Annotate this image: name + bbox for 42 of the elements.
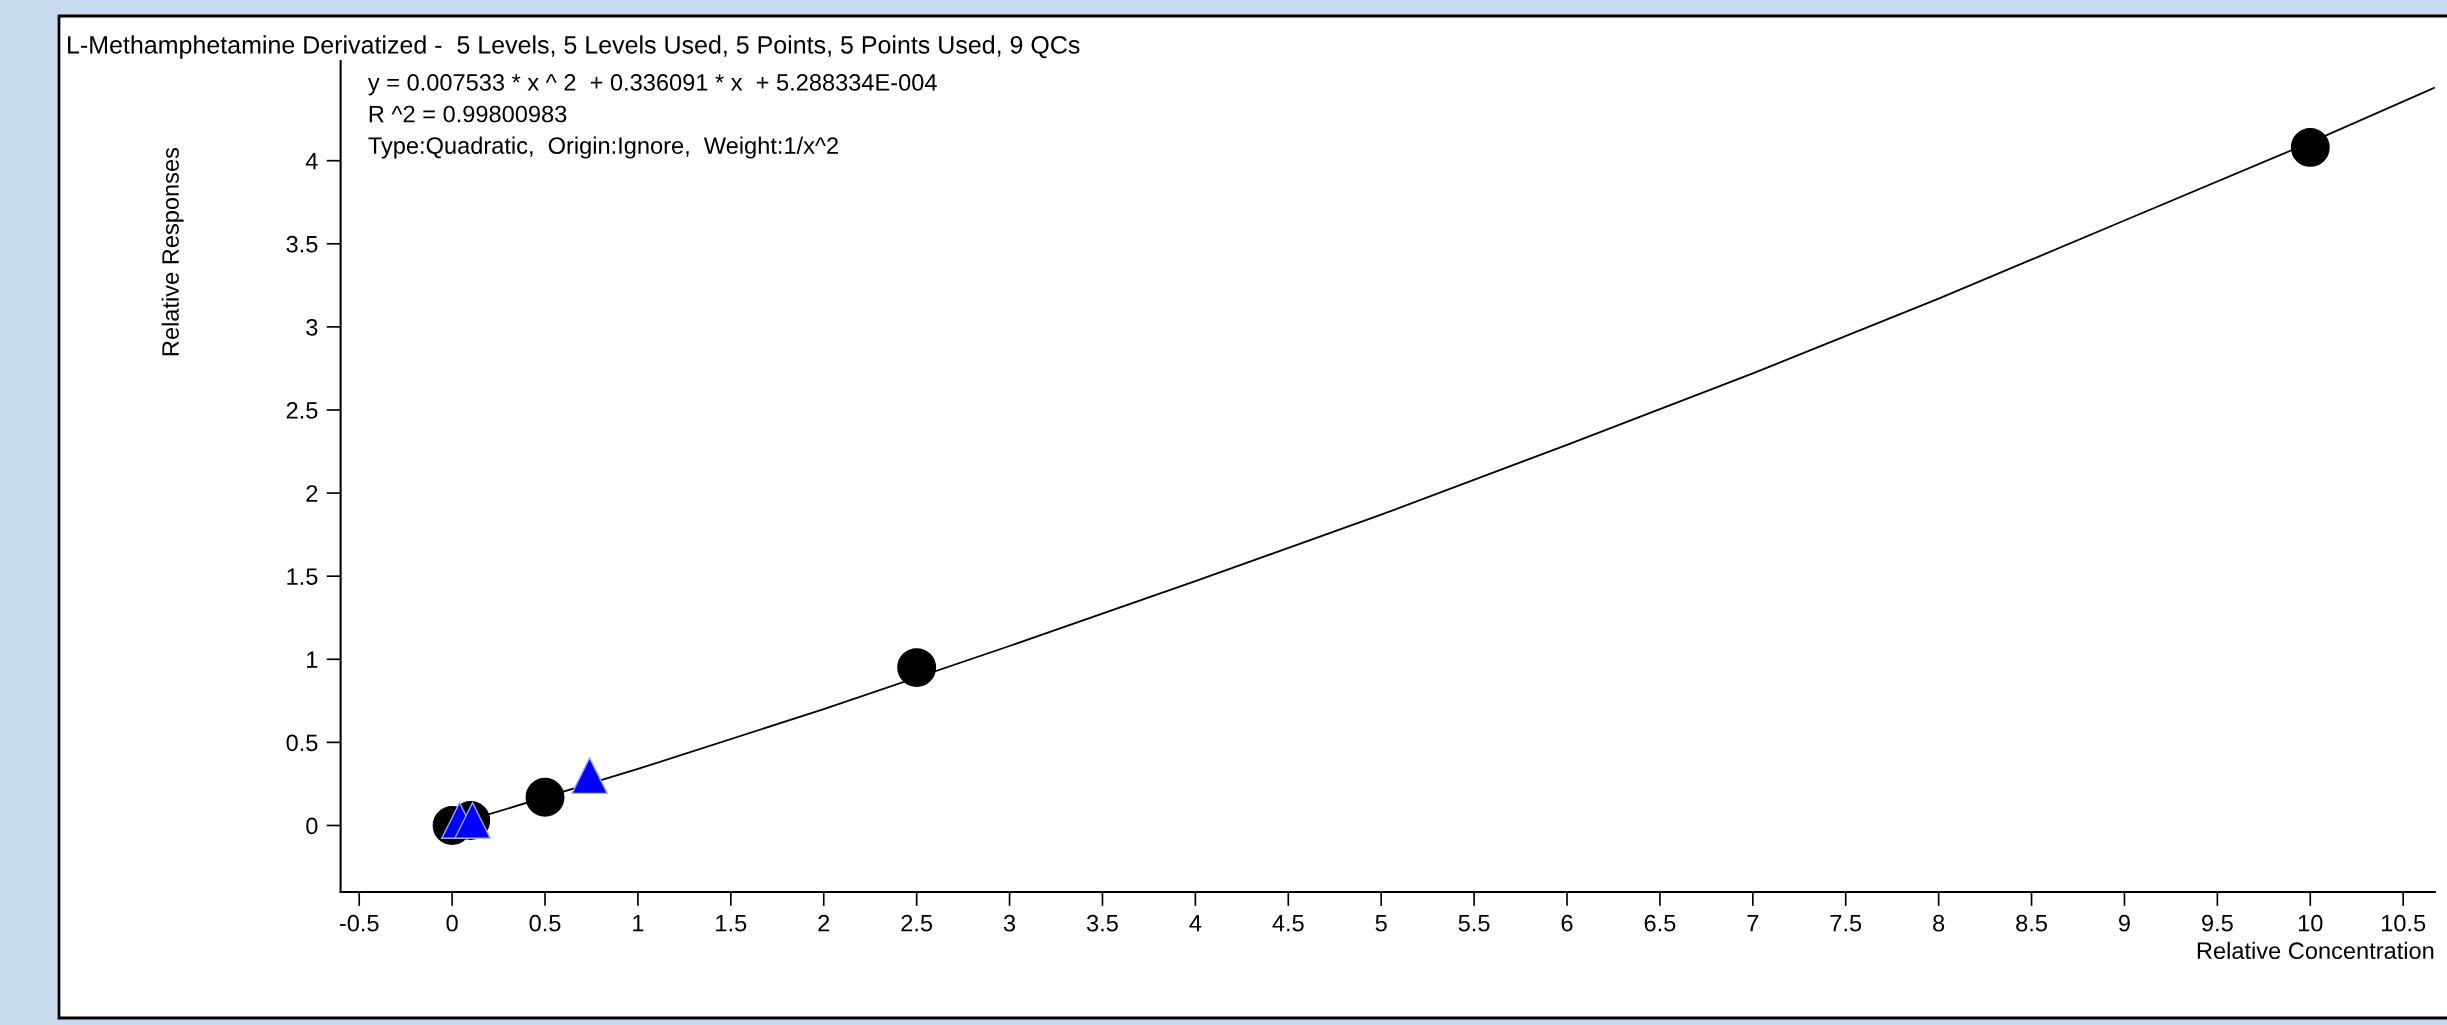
x-tick-label: 2 [818, 914, 830, 932]
chart-title: L-Methamphetamine Derivatized - 5 Levels, 5 Levels Used, 5 Points, 5 Points Used, 9 QCs [68, 35, 1080, 59]
annotation: Type:Quadratic, Origin:Ignore, Weight:1/x^2 [368, 136, 838, 159]
point [525, 777, 565, 817]
y-tick-label: 2 [306, 485, 318, 502]
y-tick-label: 3.5 [286, 235, 318, 253]
x-tick-label: 7.5 [1830, 915, 1862, 932]
x-tick-label: 3.5 [1086, 914, 1118, 932]
x-tick-label: 3 [1003, 914, 1016, 932]
annotation: y = 0.007533 * x ^ 2 + 0.336091 * x + 5.288334E-004 [367, 74, 937, 96]
x-tick-label: 8 [1933, 914, 1945, 932]
x-tick-label: 9.5 [2202, 914, 2233, 932]
x-tick-label: 0.5 [529, 914, 561, 932]
x-tick-label: 2.5 [901, 914, 933, 932]
x-tick-label: 9 [2118, 914, 2130, 932]
x-tick-label: 1 [633, 915, 644, 932]
y-tick-label: 2.5 [286, 402, 318, 419]
x-tick-label: 10 [2298, 914, 2323, 932]
point [571, 757, 609, 795]
y-tick-label: 0 [306, 817, 318, 835]
y-tick-label: 1.5 [287, 568, 318, 585]
x-tick-label: 10.5 [2382, 914, 2426, 932]
x-tick-label: 5.5 [1458, 915, 1490, 932]
x-tick-label: 4.5 [1272, 915, 1304, 932]
x-tick-label: 7 [1747, 915, 1759, 932]
y-tick-label: 3 [306, 318, 318, 336]
x-tick-label: 4 [1189, 915, 1202, 932]
annotation: R ^2 = 0.99800983 [369, 105, 567, 123]
x-tick-label: 0 [446, 914, 458, 932]
x-tick-label: 5 [1375, 915, 1387, 932]
x-axis-title: Relative Concentration [2197, 941, 2434, 960]
y-tick-label: 0.5 [286, 734, 318, 752]
point [897, 648, 937, 688]
x-tick-label: -0.5 [339, 914, 379, 932]
point [2290, 127, 2330, 167]
y-tick-label: 1 [307, 651, 318, 668]
x-tick-label: 8.5 [2016, 914, 2047, 932]
x-tick-label: 6 [1561, 914, 1573, 932]
x-tick-label: 1.5 [716, 915, 747, 932]
x-tick-label: 6.5 [1644, 914, 1676, 932]
y-axis-title: Relative Responses [161, 147, 184, 356]
y-tick-label: 4 [305, 153, 318, 170]
